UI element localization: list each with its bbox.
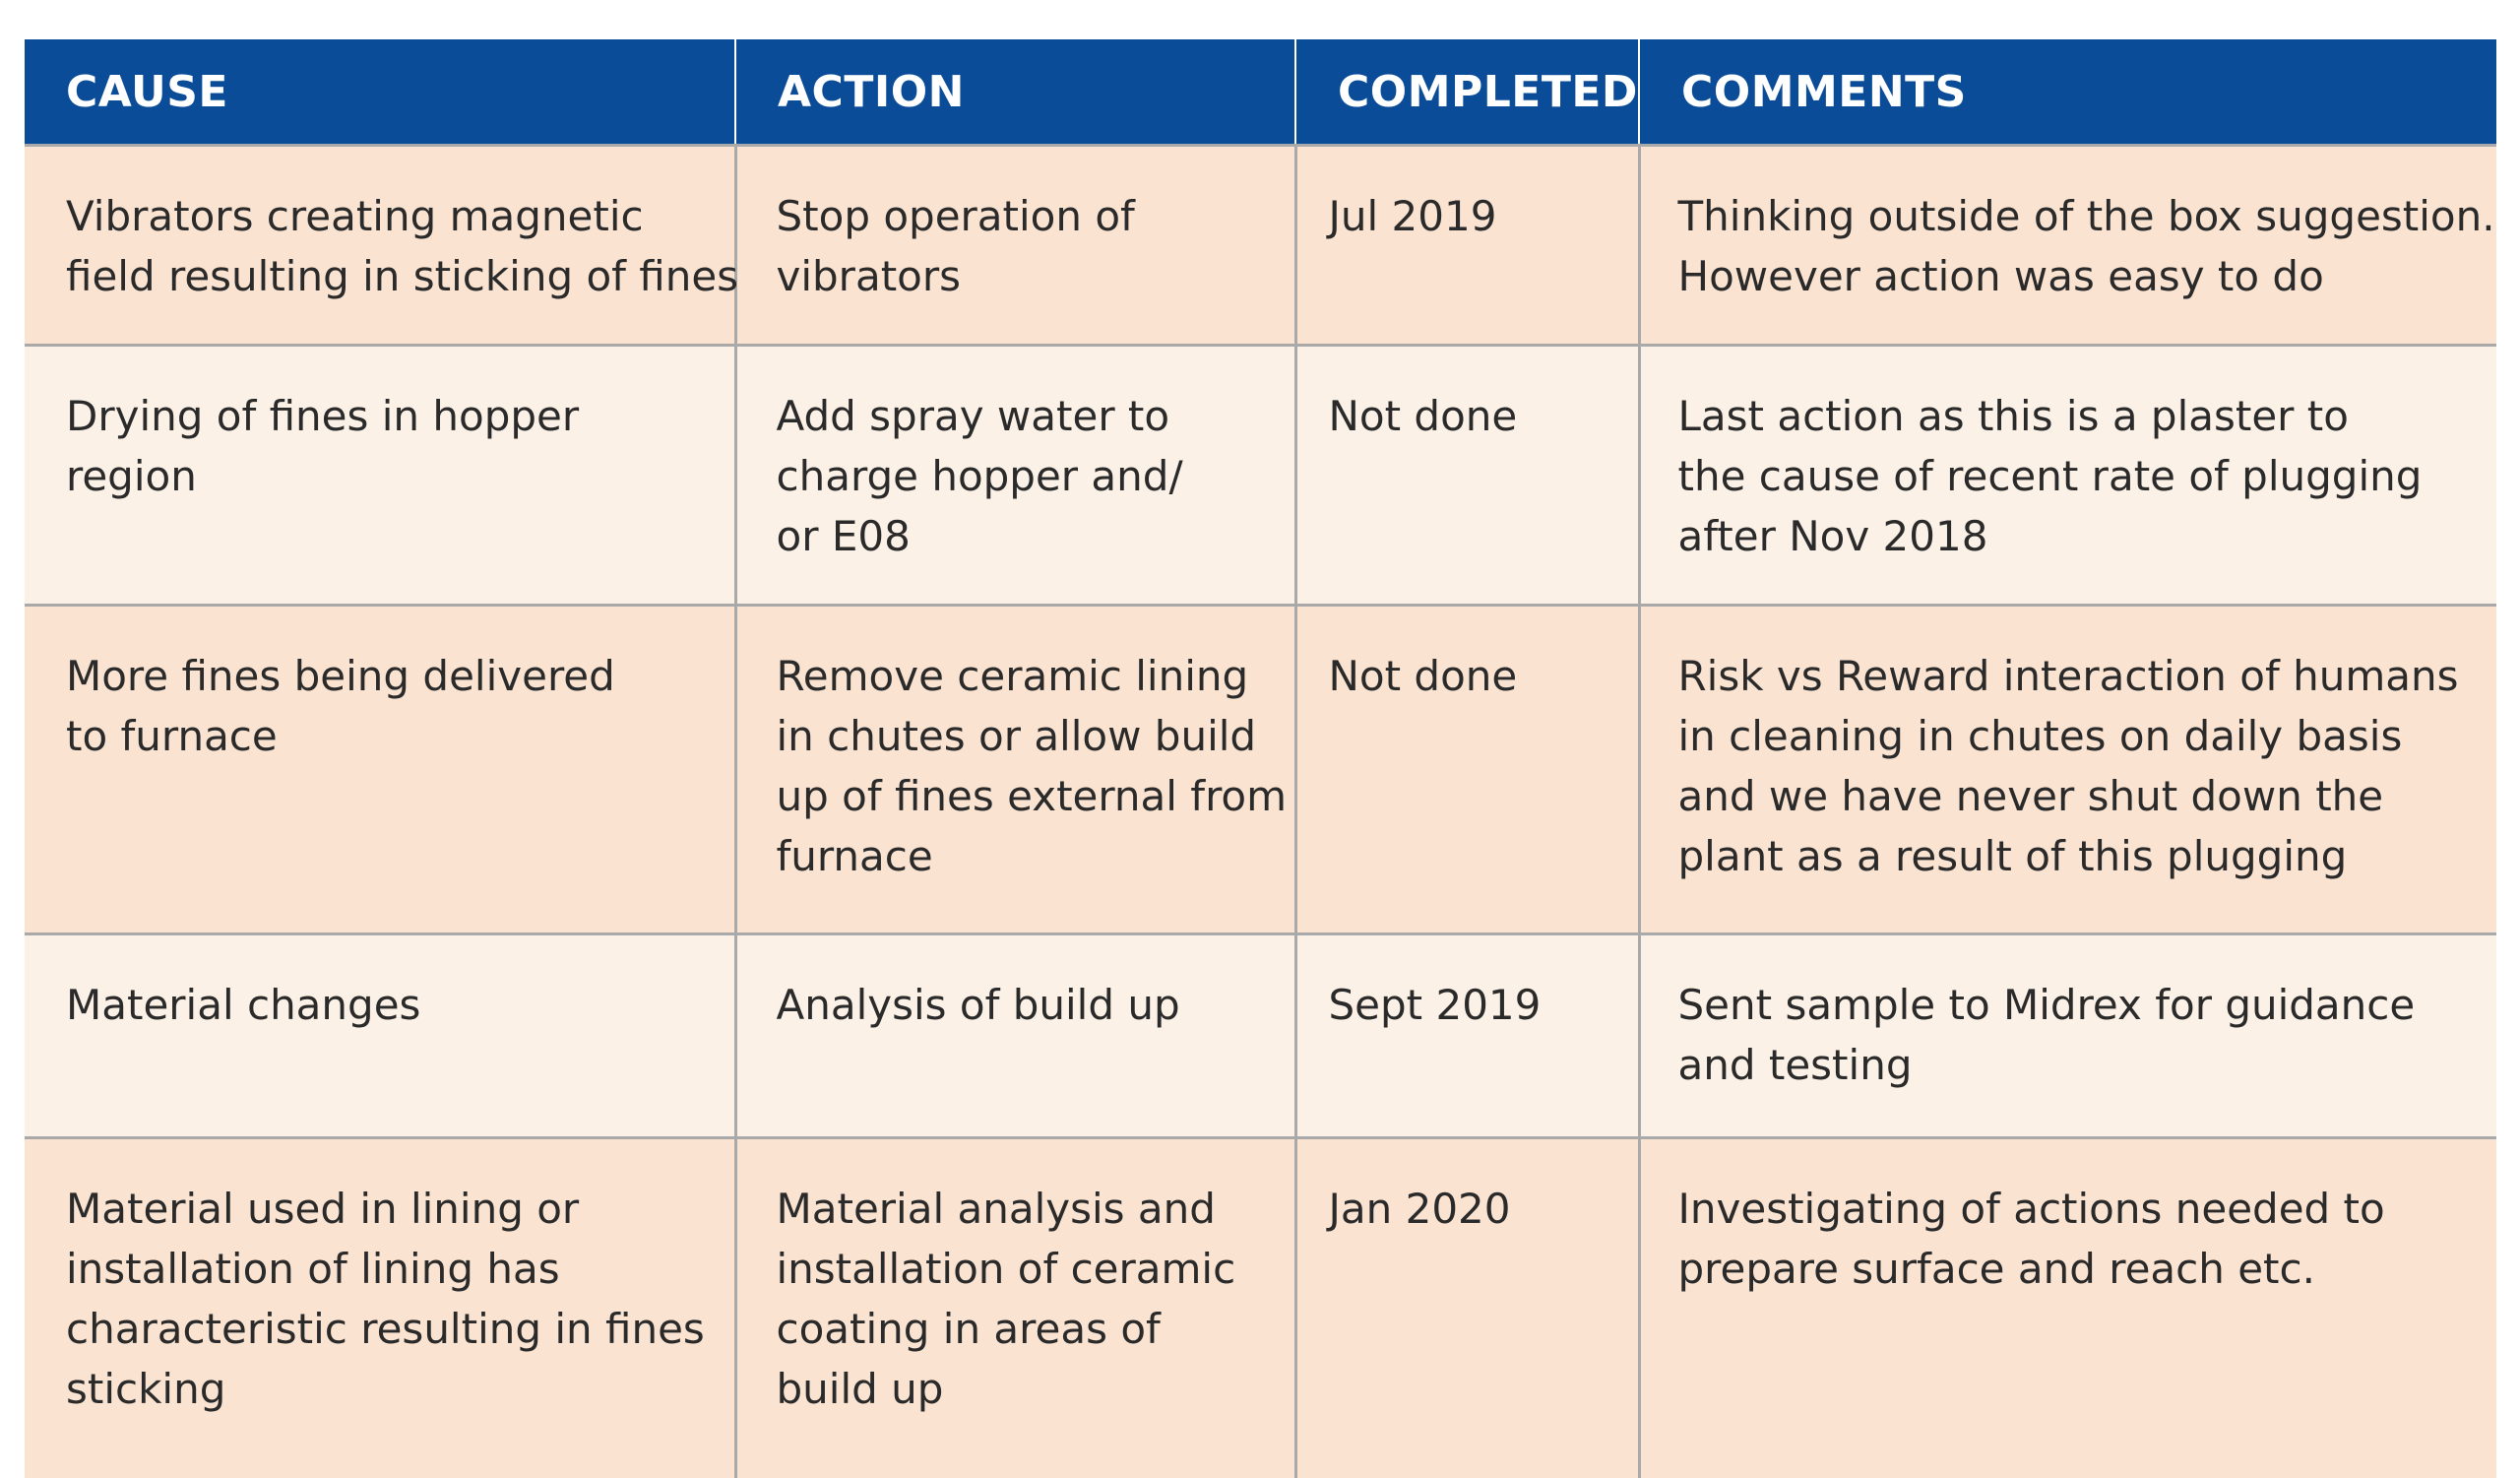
action-cell: Analysis of build up xyxy=(733,932,1295,1138)
cause-line: region xyxy=(66,452,197,500)
completed-cell: Not done xyxy=(1293,344,1639,606)
comments-line: and we have never shut down the xyxy=(1677,772,2384,820)
cause-line: characteristic resulting in fines xyxy=(66,1305,705,1353)
cause-cell: More fines being delivered to furnace xyxy=(25,604,735,934)
action-cell: Material analysis and installation of ce… xyxy=(733,1136,1295,1478)
comments-cell: Last action as this is a plaster to the … xyxy=(1637,344,2496,606)
action-line: Remove ceramic lining xyxy=(776,652,1249,700)
action-line: coating in areas of xyxy=(776,1305,1161,1353)
header-comments: COMMENTS xyxy=(1638,39,2496,146)
table-row: Vibrators creating magnetic field result… xyxy=(25,144,2496,346)
action-line: vibrators xyxy=(776,252,962,300)
comments-line: However action was easy to do xyxy=(1677,252,2324,300)
action-cell: Add spray water to charge hopper and/ or… xyxy=(733,344,1295,606)
action-line: Material analysis and xyxy=(776,1185,1216,1233)
completed-cell: Jan 2020 xyxy=(1293,1136,1639,1478)
table-header: CAUSE ACTION COMPLETED COMMENTS xyxy=(25,39,2496,146)
cause-action-table-container: CAUSE ACTION COMPLETED COMMENTS Vibrator… xyxy=(25,39,2496,1478)
action-cell: Remove ceramic lining in chutes or allow… xyxy=(733,604,1295,934)
completed-cell: Sept 2019 xyxy=(1293,932,1639,1138)
action-line: charge hopper and/ xyxy=(776,452,1183,500)
comments-line: in cleaning in chutes on daily basis xyxy=(1677,712,2403,760)
action-line: build up xyxy=(776,1365,944,1413)
cause-line: sticking xyxy=(66,1365,226,1413)
completed-value: Jan 2020 xyxy=(1328,1185,1511,1233)
table-body: Vibrators creating magnetic field result… xyxy=(25,144,2496,1478)
comments-line: Risk vs Reward interaction of humans xyxy=(1677,652,2459,700)
action-line: Stop operation of xyxy=(776,192,1135,240)
cause-cell: Material used in lining or installation … xyxy=(25,1136,735,1478)
comments-line: Sent sample to Midrex for guidance xyxy=(1677,981,2416,1029)
cause-action-table: CAUSE ACTION COMPLETED COMMENTS Vibrator… xyxy=(25,39,2496,1478)
table-row: More fines being delivered to furnace Re… xyxy=(25,604,2496,934)
action-line: Add spray water to xyxy=(776,392,1170,440)
cause-line: Vibrators creating magnetic xyxy=(66,192,644,240)
action-line: in chutes or allow build xyxy=(776,712,1257,760)
cause-cell: Material changes xyxy=(25,932,735,1138)
comments-line: the cause of recent rate of plugging xyxy=(1677,452,2423,500)
header-cause: CAUSE xyxy=(25,39,735,146)
cause-cell: Drying of fines in hopper region xyxy=(25,344,735,606)
cause-line: to furnace xyxy=(66,712,278,760)
header-row: CAUSE ACTION COMPLETED COMMENTS xyxy=(25,39,2496,146)
table-row: Material used in lining or installation … xyxy=(25,1136,2496,1478)
comments-cell: Investigating of actions needed to prepa… xyxy=(1637,1136,2496,1478)
completed-value: Sept 2019 xyxy=(1328,981,1542,1029)
cause-line: Material changes xyxy=(66,981,421,1029)
table-row: Drying of fines in hopper region Add spr… xyxy=(25,344,2496,606)
comments-line: Investigating of actions needed to xyxy=(1677,1185,2385,1233)
cause-cell: Vibrators creating magnetic field result… xyxy=(25,144,739,346)
completed-cell: Not done xyxy=(1293,604,1639,934)
comments-cell: Sent sample to Midrex for guidance and t… xyxy=(1637,932,2496,1138)
comments-line: Thinking outside of the box suggestion. xyxy=(1677,192,2495,240)
comments-line: after Nov 2018 xyxy=(1677,512,1988,560)
cause-line: Material used in lining or xyxy=(66,1185,580,1233)
completed-value: Not done xyxy=(1328,392,1518,440)
completed-value: Jul 2019 xyxy=(1328,192,1497,240)
action-line: Analysis of build up xyxy=(776,981,1180,1029)
comments-cell: Risk vs Reward interaction of humans in … xyxy=(1637,604,2496,934)
cause-line: More fines being delivered xyxy=(66,652,615,700)
completed-value: Not done xyxy=(1328,652,1518,700)
cause-line: field resulting in sticking of fines xyxy=(66,252,739,300)
action-line: up of fines external from xyxy=(776,772,1288,820)
comments-line: and testing xyxy=(1677,1041,1913,1089)
cause-line: Drying of fines in hopper xyxy=(66,392,580,440)
comments-cell: Thinking outside of the box suggestion. … xyxy=(1637,144,2496,346)
action-line: or E08 xyxy=(776,512,911,560)
table-row: Material changes Analysis of build up Se… xyxy=(25,932,2496,1138)
cause-line: installation of lining has xyxy=(66,1245,560,1293)
action-line: installation of ceramic xyxy=(776,1245,1236,1293)
header-completed: COMPLETED xyxy=(1294,39,1639,146)
action-line: furnace xyxy=(776,832,933,880)
action-cell: Stop operation of vibrators xyxy=(733,144,1295,346)
completed-cell: Jul 2019 xyxy=(1293,144,1639,346)
comments-line: plant as a result of this plugging xyxy=(1677,832,2348,880)
comments-line: Last action as this is a plaster to xyxy=(1677,392,2349,440)
comments-line: prepare surface and reach etc. xyxy=(1677,1245,2315,1293)
header-action: ACTION xyxy=(734,39,1295,146)
